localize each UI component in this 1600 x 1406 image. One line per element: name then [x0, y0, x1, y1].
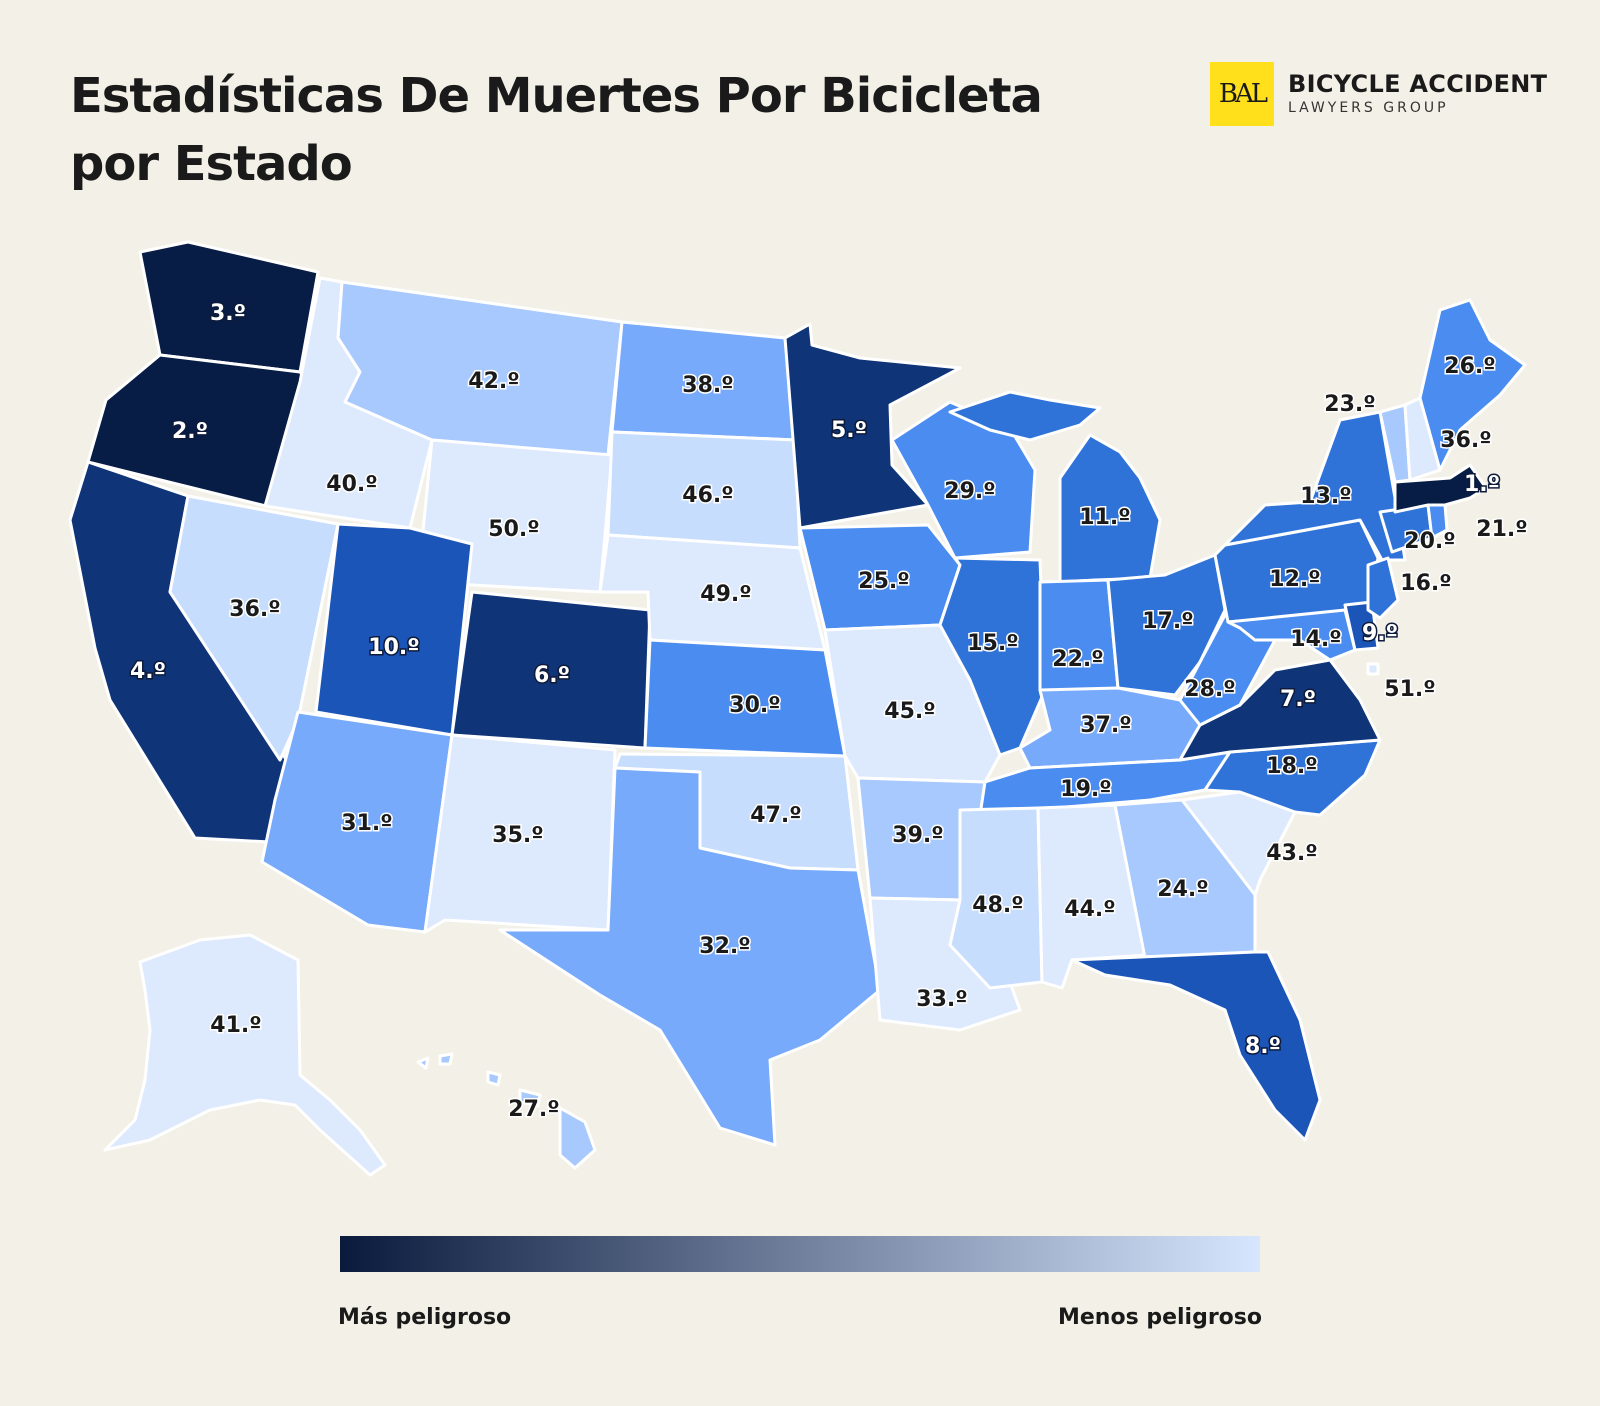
state-rank-label-oh: 17.º [1142, 609, 1193, 634]
state-rank-label-wi: 29.º [944, 479, 995, 504]
state-tx [498, 766, 882, 1147]
state-rank-label-mo: 45.º [884, 699, 935, 724]
state-rank-label-mt: 42.º [468, 369, 519, 394]
state-rank-label-ks: 30.º [729, 693, 780, 718]
state-nm [423, 733, 617, 934]
state-rank-label-ia: 25.º [858, 569, 909, 594]
state-rank-label-pa: 12.º [1269, 567, 1320, 592]
state-rank-label-ar: 39.º [892, 823, 943, 848]
state-rank-label-ms: 48.º [972, 893, 1023, 918]
state-rank-label-de: 9.º [1362, 621, 1398, 646]
state-ny [1223, 410, 1407, 562]
legend-gradient-bar [340, 1236, 1260, 1272]
state-rank-label-in: 22.º [1052, 647, 1103, 672]
brand-subtitle: LAWYERS GROUP [1288, 100, 1449, 116]
state-rank-label-me: 26.º [1444, 354, 1495, 379]
state-ut [314, 522, 474, 737]
state-rank-label-ok: 47.º [750, 803, 801, 828]
state-rank-label-ny: 13.º [1300, 484, 1351, 509]
state-rank-label-ky: 37.º [1080, 713, 1131, 738]
brand-logo-block: BAL BICYCLE ACCIDENT LAWYERS GROUP [1210, 62, 1547, 126]
state-ma [1393, 463, 1488, 514]
state-rank-label-ak: 41.º [210, 1013, 261, 1038]
state-rank-label-md: 14.º [1290, 627, 1341, 652]
state-mn [783, 322, 962, 530]
state-rank-label-tx: 32.º [699, 934, 750, 959]
brand-name: BICYCLE ACCIDENT [1288, 70, 1548, 98]
state-rank-label-tn: 19.º [1060, 777, 1111, 802]
state-rank-label-az: 31.º [341, 811, 392, 836]
state-dc [1366, 662, 1380, 676]
state-sc [1180, 790, 1297, 897]
legend-label-most-dangerous: Más peligroso [338, 1305, 512, 1330]
state-rank-label-wy: 50.º [488, 517, 539, 542]
legend-label-least-dangerous: Menos peligroso [1057, 1305, 1262, 1330]
state-rank-label-co: 6.º [534, 663, 570, 688]
state-rank-label-vt: 23.º [1324, 392, 1375, 417]
state-rank-label-nv: 36.º [229, 597, 280, 622]
state-de [1343, 600, 1380, 652]
state-rank-label-or: 2.º [172, 419, 208, 444]
state-rank-label-al: 44.º [1064, 897, 1115, 922]
state-rank-label-fl: 8.º [1245, 1034, 1281, 1059]
brand-logo-text: BAL [1218, 79, 1268, 109]
state-rank-label-wv: 28.º [1184, 677, 1235, 702]
state-rank-label-nj: 16.º [1400, 571, 1451, 596]
state-rank-label-ri: 21.º [1476, 517, 1527, 542]
state-rank-label-mn: 5.º [831, 418, 867, 443]
state-rank-label-ut: 10.º [368, 635, 419, 660]
state-rank-label-nm: 35.º [492, 823, 543, 848]
state-rank-label-ma: 1.º [1464, 472, 1500, 497]
state-rank-label-il: 15.º [967, 631, 1018, 656]
state-wa [138, 240, 320, 374]
state-rank-label-dc: 51.º [1384, 677, 1435, 702]
page-title: Estadísticas De Muertes Por Bicicleta po… [70, 68, 1043, 192]
state-rank-label-nd: 38.º [682, 373, 733, 398]
state-rank-label-hi: 27.º [508, 1097, 559, 1122]
state-rank-label-ca: 4.º [130, 659, 166, 684]
state-rank-label-nh: 36.º [1440, 428, 1491, 453]
state-wi [890, 400, 1037, 560]
state-rank-label-ct: 20.º [1404, 529, 1455, 554]
state-rank-label-mi: 11.º [1079, 505, 1130, 530]
state-nv [168, 494, 340, 762]
state-rank-label-ne: 49.º [700, 582, 751, 607]
state-rank-label-la: 33.º [916, 987, 967, 1012]
state-me [1418, 298, 1527, 472]
state-rank-label-va: 7.º [1280, 687, 1316, 712]
brand-text: BICYCLE ACCIDENT LAWYERS GROUP [1288, 70, 1547, 118]
state-rank-label-sc: 43.º [1266, 841, 1317, 866]
brand-logo-icon: BAL [1210, 62, 1274, 126]
state-rank-label-wa: 3.º [210, 301, 246, 326]
state-ak [103, 933, 387, 1177]
us-choropleth-map: 3.º 2.º 4.º 40.º 36.º 42.º 50.º 10.º 6.º 31.º 35.º… [68, 240, 1529, 1177]
state-fl [1070, 950, 1322, 1142]
state-rank-label-sd: 46.º [682, 483, 733, 508]
state-rank-label-id: 40.º [326, 472, 377, 497]
state-rank-label-nc: 18.º [1266, 754, 1317, 779]
state-hi [416, 1052, 597, 1170]
state-nj [1366, 556, 1400, 620]
state-rank-label-ga: 24.º [1157, 877, 1208, 902]
